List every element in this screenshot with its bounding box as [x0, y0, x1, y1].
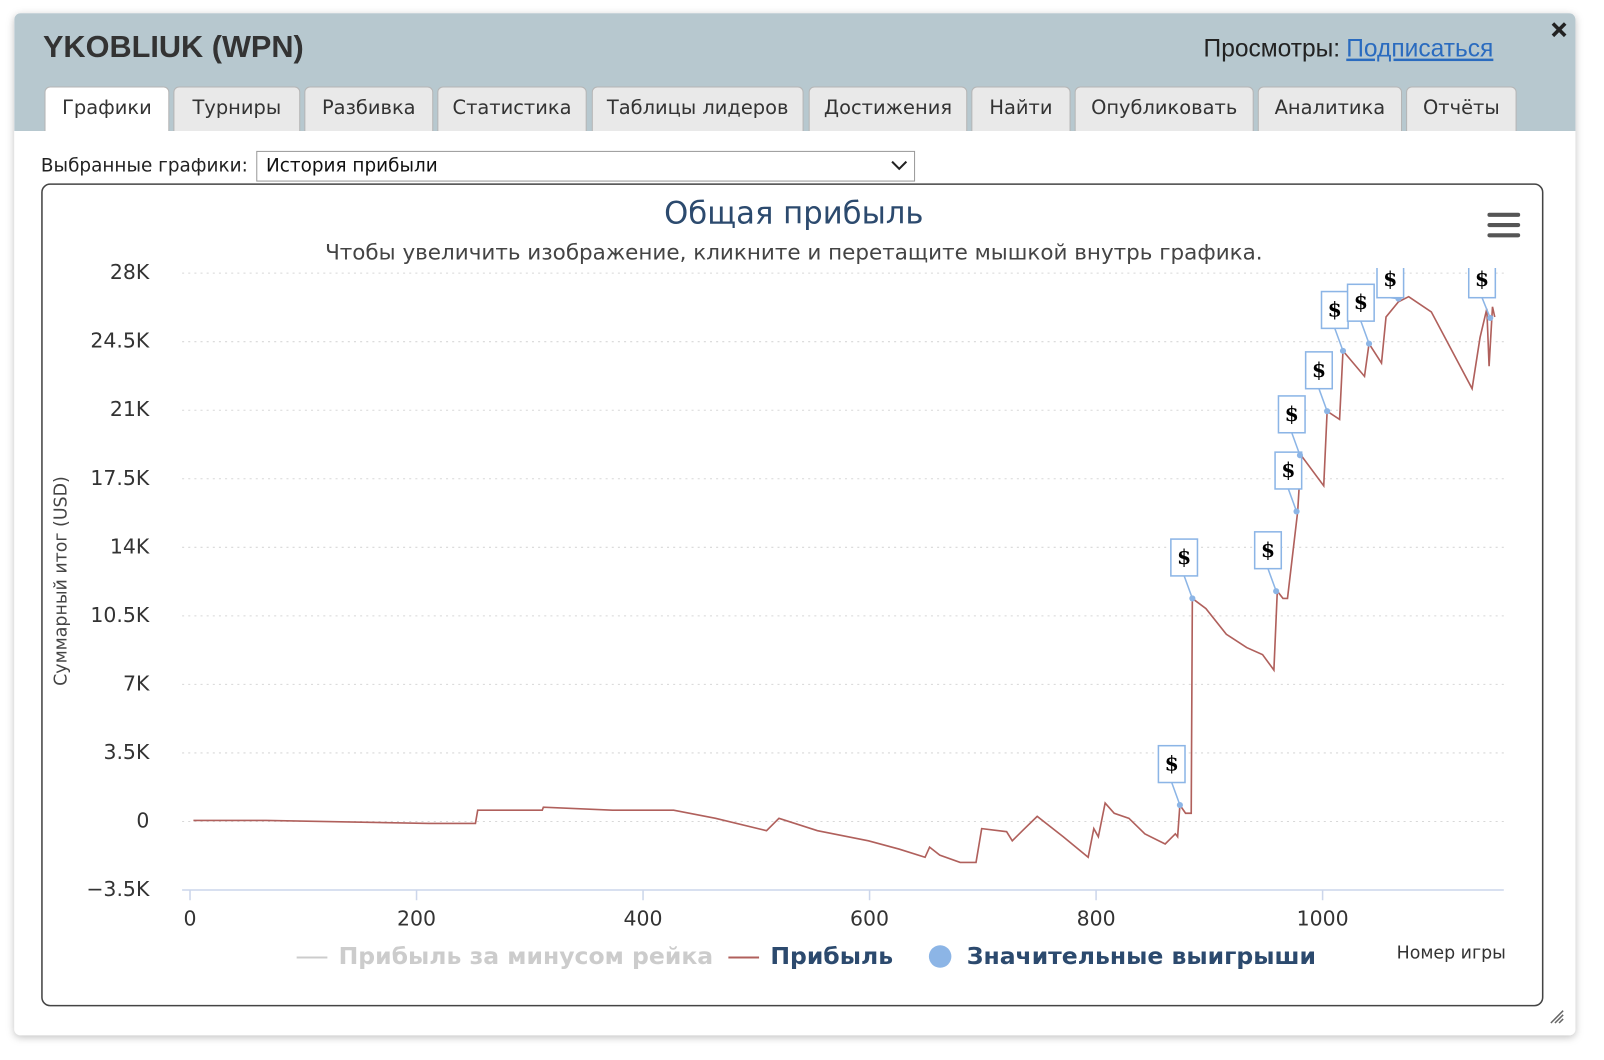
tab-label: Турниры: [191, 96, 281, 119]
flag-box: [1253, 531, 1283, 570]
tab-label: Опубликовать: [1091, 96, 1237, 119]
flag-box: [1467, 268, 1497, 299]
y-tick-label: 10.5K: [90, 603, 150, 627]
flag-connector: [1170, 782, 1181, 806]
tab-label: Разбивка: [322, 96, 416, 119]
tab-label: Отчёты: [1423, 96, 1500, 119]
tab-label: Найти: [989, 96, 1052, 119]
flag-box: [1346, 283, 1375, 322]
flag-connector: [1318, 388, 1328, 412]
y-tick-label: 24.5K: [90, 329, 150, 353]
flag-label: $: [1328, 297, 1342, 321]
tab[interactable]: [44, 86, 170, 131]
flag-label: $: [1281, 458, 1295, 482]
y-tick-label: 28K: [110, 260, 150, 284]
x-tick-label: 400: [624, 907, 663, 931]
x-tick-label: 200: [397, 907, 436, 931]
legend-label[interactable]: Прибыль за минусом рейка: [339, 942, 714, 970]
flag-label: $: [1285, 402, 1299, 426]
selector[interactable]: [256, 150, 916, 182]
x-tick-label: 600: [850, 907, 889, 931]
flag-box: [1304, 351, 1334, 390]
flag-connector: [1360, 320, 1370, 344]
tab-label: Таблицы лидеров: [606, 96, 789, 119]
flag-box: [1274, 451, 1303, 490]
flag-label: $: [1165, 752, 1179, 776]
chart-panel: [41, 183, 1544, 1007]
chart-subtitle: Чтобы увеличить изображение, кликните и …: [325, 241, 1263, 266]
close-button[interactable]: [1551, 22, 1567, 38]
tab-label: Достижения: [824, 96, 952, 119]
x-tick-label: 1000: [1297, 907, 1349, 931]
views-label: Просмотры:: [1204, 36, 1341, 63]
tab[interactable]: [971, 86, 1071, 131]
flag-connector: [1291, 432, 1301, 456]
y-tick-label: 3.5K: [103, 740, 150, 764]
plot-area: $ $ $ $ $ $ $ $ $ $: [193, 267, 1497, 864]
flag-connector: [1267, 568, 1277, 592]
tab-label: Графики: [62, 96, 152, 119]
tab[interactable]: [808, 86, 968, 131]
legend-label[interactable]: Прибыль: [770, 942, 893, 970]
tab[interactable]: [304, 86, 434, 131]
y-tick-label: 0: [136, 808, 149, 832]
flag-connector: [1481, 297, 1491, 319]
flag-connector: [1183, 575, 1194, 599]
subscribe-link[interactable]: Подписаться: [1346, 36, 1493, 63]
big-win-point: [1324, 408, 1331, 415]
y-tick-label: 14K: [110, 534, 150, 558]
x-tick-label: 0: [184, 907, 197, 931]
tab[interactable]: [173, 86, 301, 131]
big-win-point: [1293, 508, 1300, 515]
flag-label: $: [1261, 538, 1275, 562]
flag-box: [1277, 395, 1306, 434]
flag-label: $: [1475, 267, 1489, 291]
flag-box: [1157, 744, 1186, 784]
tab-label: Статистика: [453, 96, 572, 119]
x-axis-title: Номер игры: [1397, 943, 1506, 963]
y-tick-label: 7K: [123, 671, 150, 695]
big-win-point: [1273, 588, 1280, 595]
big-win-point: [1176, 801, 1183, 809]
chart-title: Общая прибыль: [664, 196, 923, 231]
flag-connector: [1287, 488, 1298, 512]
flag-label: $: [1312, 358, 1326, 382]
big-win-point: [1189, 595, 1196, 602]
flag-label: $: [1177, 545, 1191, 569]
legend-symbol[interactable]: [928, 945, 952, 968]
big-win-point: [1296, 452, 1304, 459]
flag-box: [1376, 268, 1405, 299]
flag-label: $: [1354, 290, 1368, 314]
tab[interactable]: [1074, 86, 1254, 131]
legend-label[interactable]: Значительные выигрыши: [967, 942, 1316, 970]
x-tick-label: 800: [1077, 907, 1116, 931]
big-win-point: [1365, 340, 1373, 347]
flag-box: [1170, 538, 1199, 577]
y-tick-label: 21K: [110, 397, 150, 421]
chart-menu[interactable]: [1487, 212, 1521, 238]
big-win-point: [1487, 314, 1494, 322]
flag-connector: [1334, 328, 1344, 352]
tab[interactable]: [1406, 86, 1517, 131]
selector-label: Выбранные графики:: [41, 156, 248, 177]
player-title: YKOBLIUK (WPN): [43, 29, 304, 64]
tab[interactable]: [591, 86, 804, 131]
y-axis-title: Суммарный итог (USD): [51, 476, 71, 686]
flag-label: $: [1383, 267, 1397, 291]
y-tick-label: 17.5K: [90, 466, 150, 490]
tab[interactable]: [1257, 86, 1403, 131]
tab-label: Аналитика: [1275, 96, 1386, 119]
big-win-point: [1339, 347, 1347, 354]
resize-grip[interactable]: [1550, 1010, 1564, 1024]
tab[interactable]: [437, 86, 587, 131]
y-tick-label: −3.5K: [86, 877, 150, 901]
selector-value: История прибыли: [266, 156, 438, 177]
